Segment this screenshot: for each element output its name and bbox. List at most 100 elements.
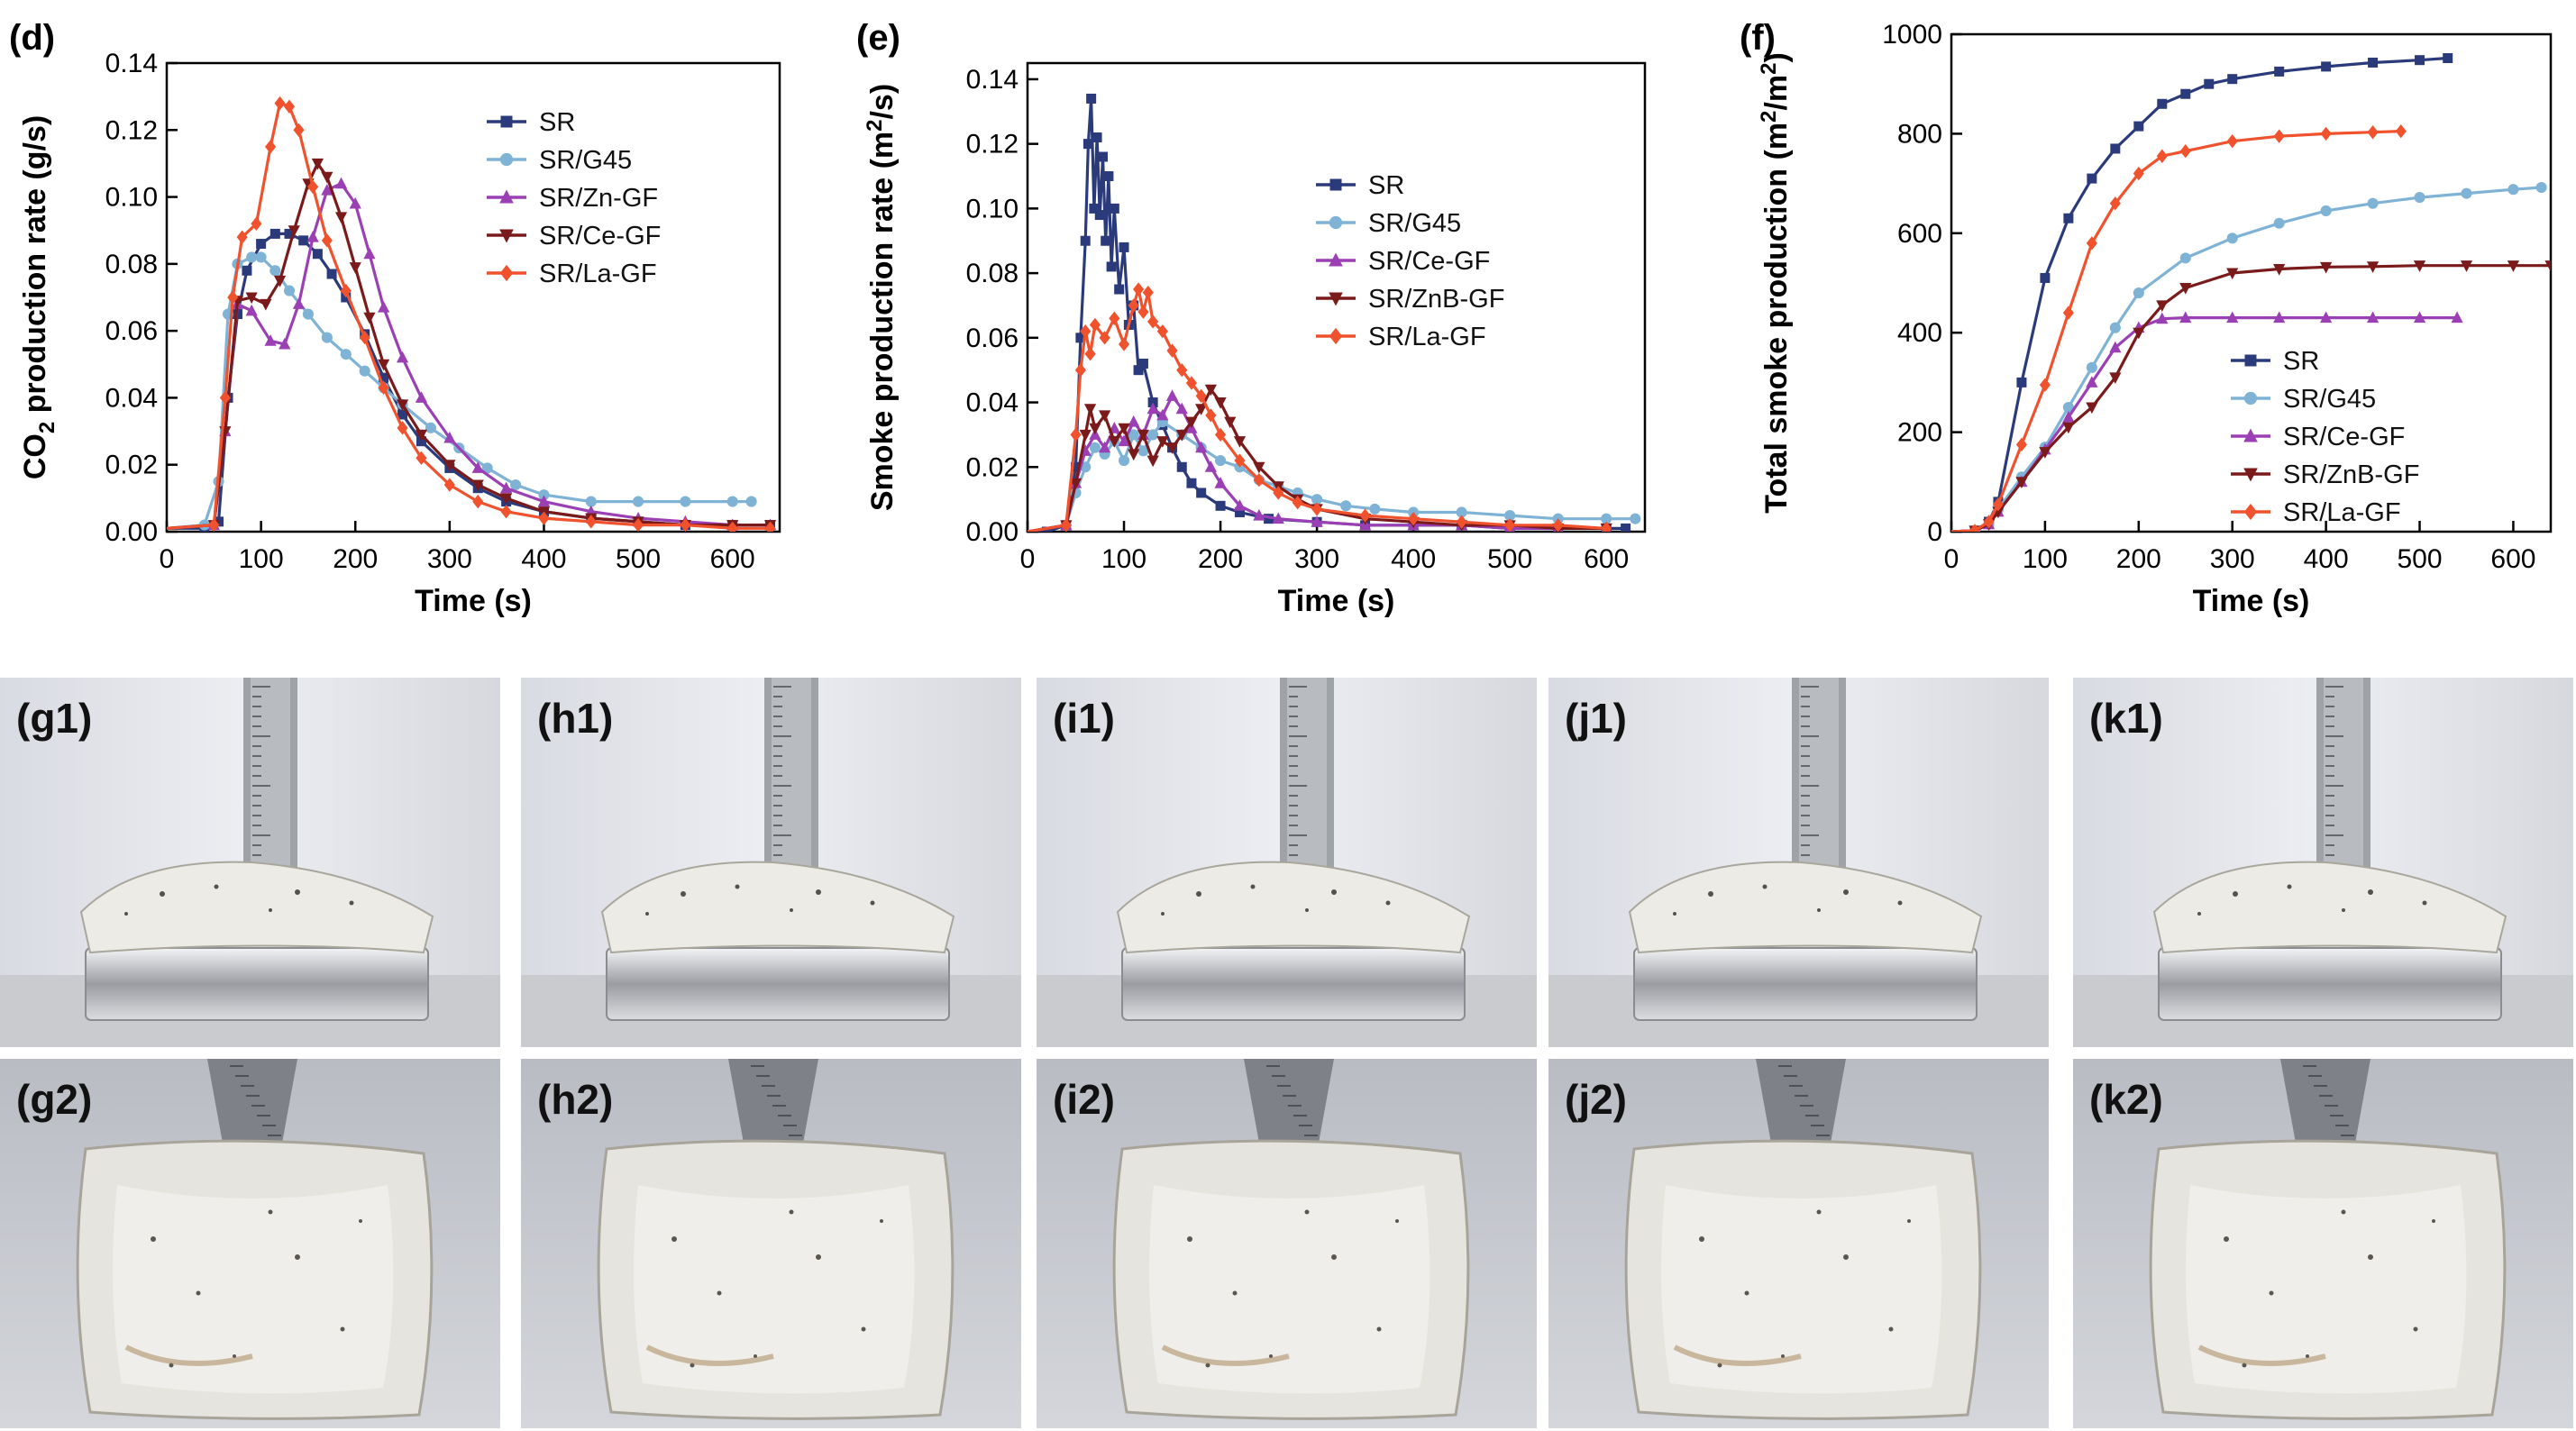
data-point bbox=[2395, 123, 2407, 139]
y-tick-label: 0 bbox=[1927, 517, 1942, 547]
y-tick-label: 0.04 bbox=[105, 383, 158, 413]
data-point bbox=[1147, 314, 1159, 329]
data-point bbox=[2226, 311, 2239, 324]
data-point bbox=[379, 372, 389, 383]
y-tick-label: 0.08 bbox=[966, 259, 1019, 288]
data-point bbox=[2507, 184, 2519, 196]
data-point bbox=[1601, 513, 1612, 524]
y-axis-label: CO2 production rate (g/s) bbox=[18, 115, 59, 479]
data-point bbox=[334, 177, 348, 189]
data-point bbox=[1264, 514, 1274, 524]
photo-label-k2: (k2) bbox=[2089, 1076, 2163, 1123]
data-point bbox=[284, 228, 295, 239]
data-point bbox=[1142, 285, 1154, 300]
data-point bbox=[2109, 341, 2122, 353]
data-point bbox=[1128, 415, 1140, 427]
series-sr-la-gf bbox=[1951, 123, 2407, 532]
data-point bbox=[2087, 173, 2097, 184]
data-point bbox=[2274, 66, 2285, 77]
data-point bbox=[1071, 461, 1082, 472]
data-point bbox=[1165, 442, 1179, 454]
data-point bbox=[585, 496, 597, 507]
y-axis-label: Total smoke production (m2/m2) bbox=[1757, 52, 1794, 514]
data-point bbox=[1109, 311, 1120, 326]
data-point bbox=[340, 283, 352, 298]
data-point bbox=[363, 312, 376, 324]
photo-label-i2: (i2) bbox=[1053, 1076, 1115, 1123]
data-point bbox=[2040, 272, 2051, 283]
data-point bbox=[2320, 205, 2332, 217]
x-tick-label: 300 bbox=[1294, 544, 1339, 574]
data-point bbox=[397, 421, 408, 435]
legend-label: SR bbox=[2283, 347, 2319, 376]
data-point bbox=[2204, 78, 2215, 89]
data-point bbox=[2086, 361, 2097, 373]
data-point bbox=[2273, 311, 2286, 324]
data-point bbox=[1084, 347, 1096, 361]
data-point bbox=[311, 158, 324, 170]
data-point bbox=[2367, 197, 2379, 209]
data-point bbox=[1214, 397, 1227, 409]
y-tick-label: 0.14 bbox=[966, 65, 1019, 95]
data-point bbox=[1137, 429, 1150, 442]
legend-marker bbox=[1329, 292, 1343, 306]
data-point bbox=[1175, 402, 1188, 415]
x-tick-label: 400 bbox=[2304, 544, 2349, 574]
y-tick-label: 0.06 bbox=[105, 316, 158, 346]
legend-label: SR/G45 bbox=[539, 146, 632, 175]
data-point bbox=[633, 496, 644, 507]
data-point bbox=[260, 298, 272, 311]
data-point bbox=[363, 247, 376, 260]
data-point bbox=[1233, 436, 1247, 448]
data-point bbox=[2413, 311, 2426, 324]
data-point bbox=[1195, 404, 1208, 415]
data-point bbox=[1311, 494, 1323, 506]
data-point bbox=[1118, 337, 1130, 351]
data-point bbox=[416, 451, 427, 465]
data-point bbox=[1196, 488, 1207, 498]
series-line bbox=[167, 101, 771, 530]
data-point bbox=[1552, 518, 1564, 532]
data-point bbox=[1992, 497, 2005, 512]
legend-label: SR/G45 bbox=[1368, 209, 1461, 238]
y-tick-label: 400 bbox=[1897, 318, 1942, 348]
data-point bbox=[274, 96, 286, 111]
x-tick-label: 100 bbox=[1101, 544, 1146, 574]
data-point bbox=[471, 461, 484, 473]
data-point bbox=[1074, 362, 1086, 378]
y-tick-label: 0.12 bbox=[105, 115, 158, 145]
data-point bbox=[680, 517, 691, 532]
data-point bbox=[2227, 74, 2238, 85]
data-point bbox=[321, 233, 333, 248]
data-point bbox=[1292, 496, 1303, 510]
data-point bbox=[208, 517, 220, 532]
data-point bbox=[2109, 196, 2121, 211]
data-point bbox=[2320, 261, 2333, 274]
data-point bbox=[1983, 515, 1995, 529]
photo-label-j1: (j1) bbox=[1565, 695, 1627, 742]
data-point bbox=[585, 515, 597, 529]
data-point bbox=[537, 495, 551, 507]
x-tick-label: 300 bbox=[427, 544, 472, 574]
data-point bbox=[1146, 455, 1159, 468]
data-point bbox=[378, 300, 390, 313]
data-point bbox=[1099, 331, 1110, 345]
legend-label: SR/ZnB-GF bbox=[1368, 285, 1504, 314]
x-axis-label: Time (s) bbox=[2193, 584, 2310, 618]
data-point bbox=[443, 478, 455, 492]
data-point bbox=[2320, 311, 2333, 324]
data-point bbox=[396, 399, 409, 412]
series-sr bbox=[167, 228, 776, 532]
y-tick-label: 0.04 bbox=[966, 388, 1019, 418]
data-point bbox=[2461, 187, 2472, 199]
legend-label: SR/Ce-GF bbox=[539, 222, 661, 251]
data-point bbox=[2133, 327, 2145, 340]
data-point bbox=[1311, 515, 1323, 527]
data-point bbox=[2415, 55, 2425, 66]
x-tick-label: 600 bbox=[1584, 544, 1629, 574]
data-point bbox=[1137, 359, 1148, 369]
data-point bbox=[1089, 317, 1101, 333]
legend-marker bbox=[499, 152, 514, 167]
panel-label-f: (f) bbox=[1740, 18, 1776, 58]
data-point bbox=[334, 212, 348, 224]
